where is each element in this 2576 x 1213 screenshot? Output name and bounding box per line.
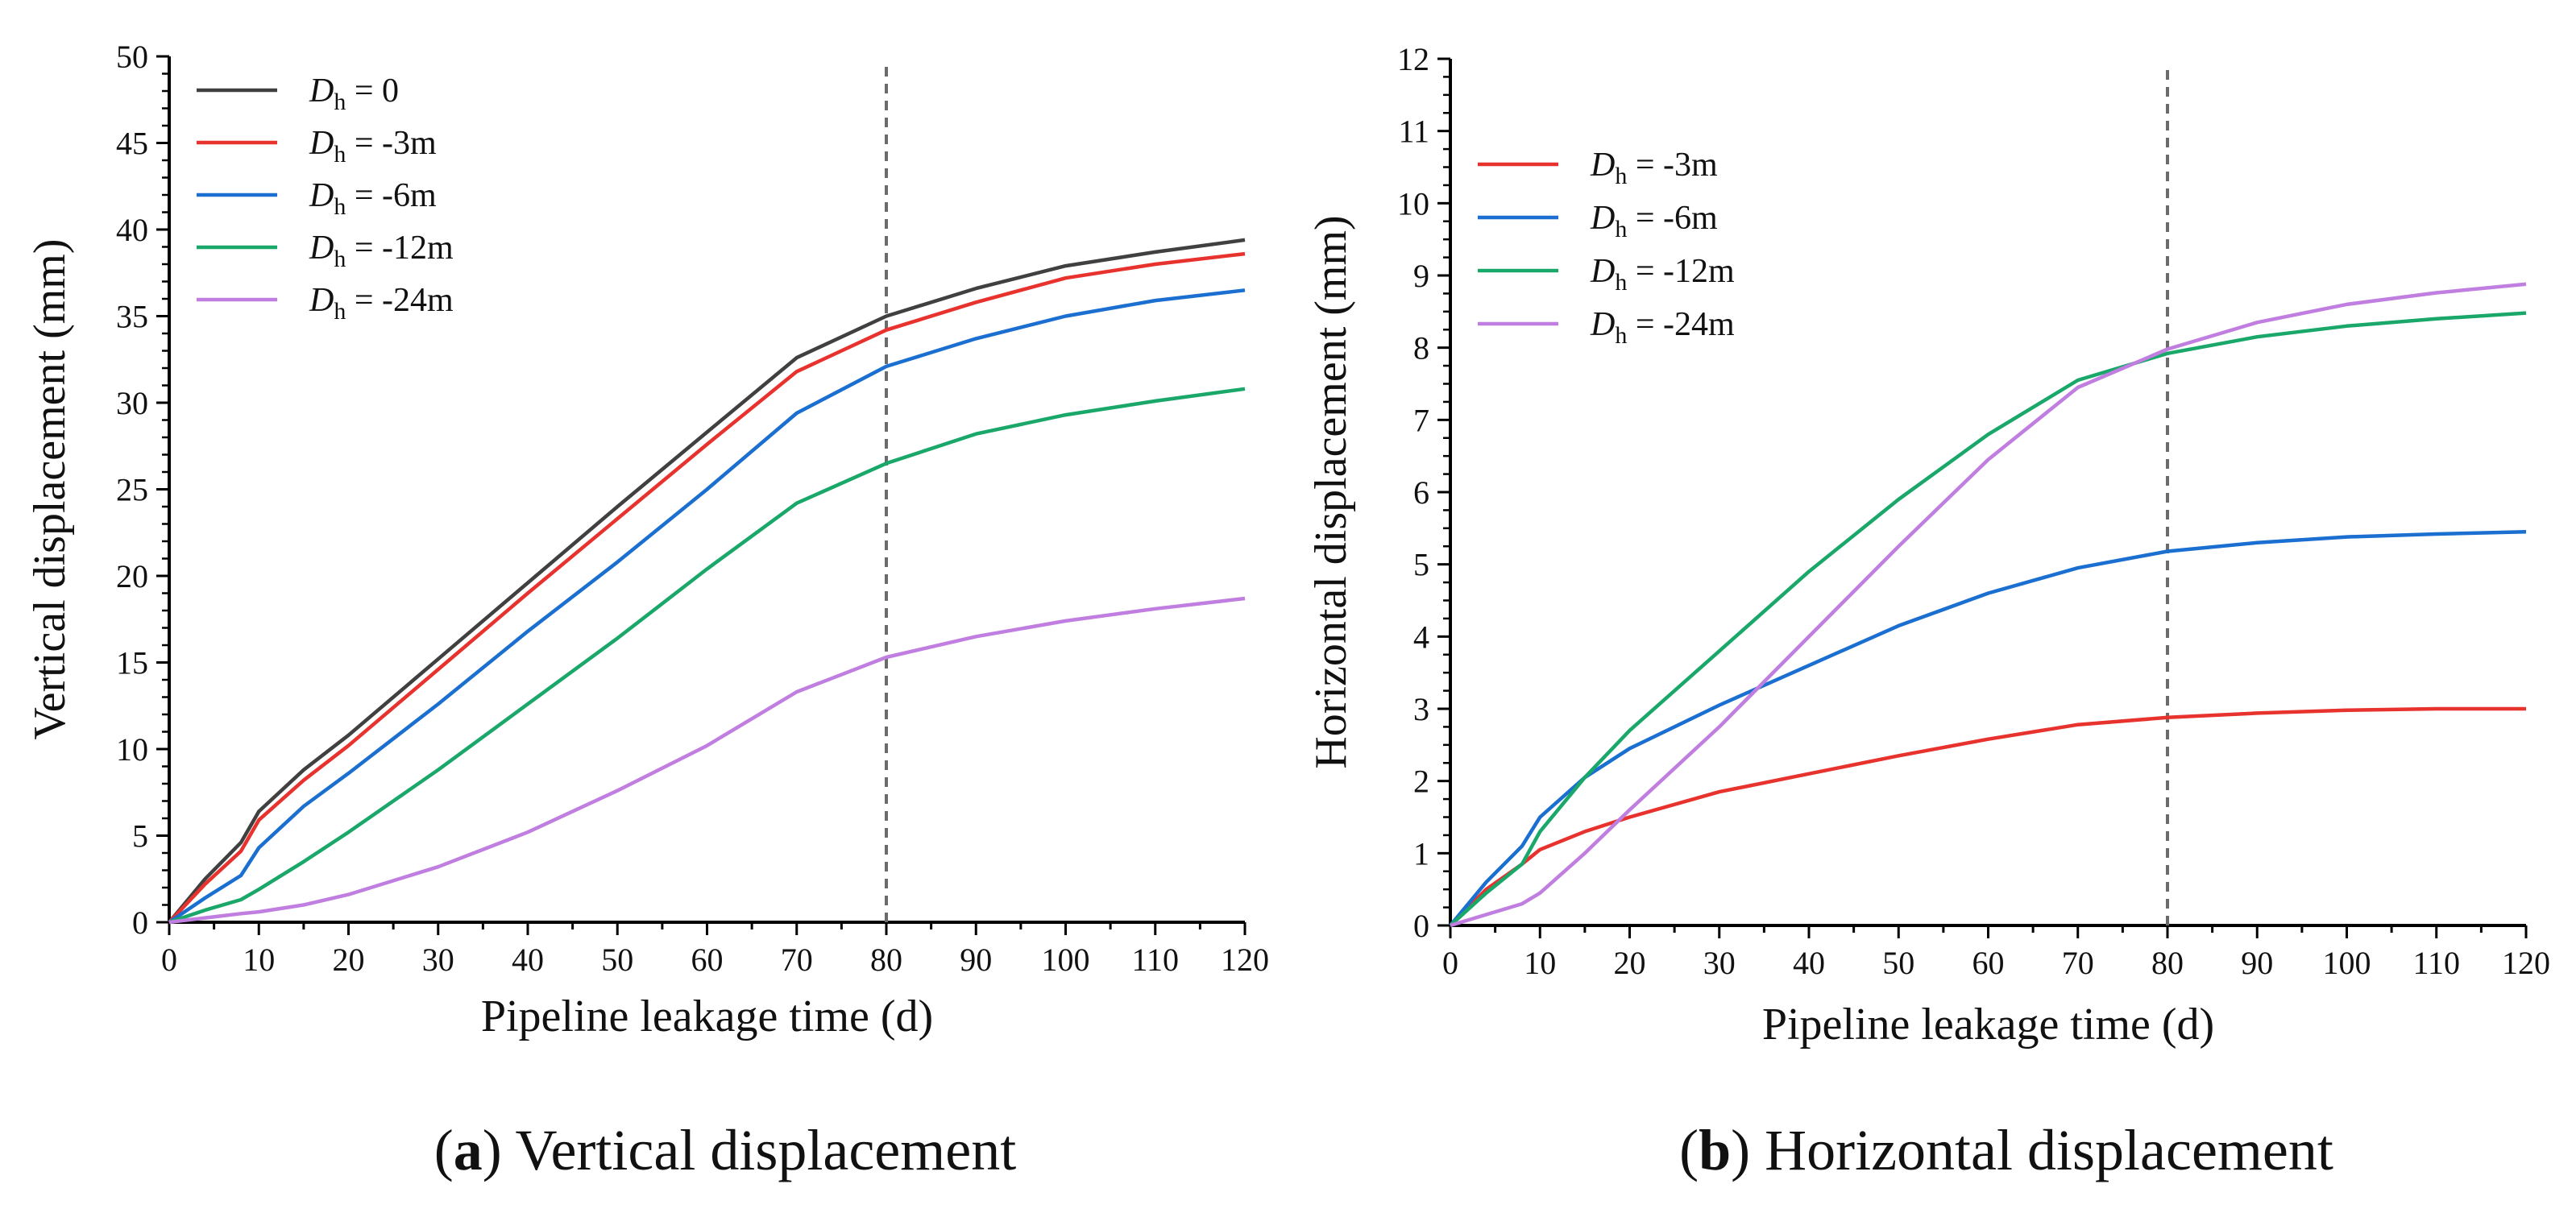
x-tick-label: 100 (2323, 945, 2371, 981)
y-tick-label: 8 (1413, 330, 1429, 366)
x-axis-title: Pipeline leakage time (d) (481, 992, 933, 1041)
x-tick-label: 100 (1042, 942, 1090, 978)
y-tick-label: 4 (1413, 619, 1429, 655)
x-tick-label: 70 (2062, 945, 2094, 981)
x-tick-label: 80 (2151, 945, 2184, 981)
x-tick-label: 80 (870, 942, 902, 978)
y-tick-label: 0 (132, 905, 148, 941)
legend-label: Dh = -24m (1590, 306, 1735, 349)
legend-label: Dh = -24m (309, 282, 454, 325)
x-tick-label: 110 (2412, 945, 2460, 981)
series-line (1449, 530, 2527, 927)
series-line (168, 387, 1246, 925)
x-tick-label: 120 (1221, 942, 1269, 978)
legend-label: Dh = -6m (1590, 200, 1718, 242)
y-tick-label: 25 (116, 472, 148, 508)
x-tick-label: 20 (1614, 945, 1646, 981)
panel-a-vertical-displacement-chart: 0 10 20 30 40 50 60 70 80 90 100 110 120 0 5 10 15 20 25 30… (25, 39, 1269, 1182)
x-axis-title: Pipeline leakage time (d) (1762, 1000, 2214, 1049)
x-tick-label: 40 (1793, 945, 1825, 981)
y-tick-label: 30 (116, 385, 148, 421)
x-tick-label: 90 (960, 942, 992, 978)
x-tick-label: 90 (2241, 945, 2273, 981)
legend-label: Dh = -6m (309, 177, 437, 220)
x-tick-label: 70 (781, 942, 813, 978)
series-line (168, 596, 1246, 925)
y-axis-title: Vertical displacement (mm) (25, 239, 75, 740)
y-tick-label: 45 (116, 126, 148, 162)
x-tick-label: 50 (601, 942, 633, 978)
y-tick-label: 5 (1413, 547, 1429, 583)
x-tick-label: 110 (1131, 942, 1179, 978)
y-tick-label: 15 (116, 645, 148, 681)
y-tick-label: 40 (116, 212, 148, 248)
x-tick-label: 10 (1524, 945, 1556, 981)
y-tick-label: 20 (116, 558, 148, 594)
y-tick-label: 7 (1413, 402, 1429, 438)
legend-label: Dh = -3m (309, 125, 437, 168)
x-tick-label: 0 (161, 942, 177, 978)
y-tick-label: 10 (116, 731, 148, 768)
legend-label: Dh = -12m (309, 230, 454, 272)
y-tick-label: 10 (1397, 185, 1429, 221)
panel-caption: (b) Horizontal displacement (1679, 1118, 2333, 1182)
panel-b-horizontal-displacement-chart: 0 10 20 30 40 50 60 70 80 90 100 110 120012345678910… (1306, 41, 2550, 1182)
y-axis-title: Horizontal displacement (mm) (1306, 215, 1356, 768)
legend-label: Dh = 0 (309, 72, 399, 115)
y-tick-label: 50 (116, 39, 148, 75)
legend-label: Dh = -3m (1590, 147, 1718, 189)
series-line (168, 288, 1246, 924)
y-tick-label: 35 (116, 299, 148, 335)
x-tick-label: 30 (422, 942, 454, 978)
y-tick-label: 6 (1413, 474, 1429, 511)
x-tick-label: 30 (1703, 945, 1736, 981)
x-tick-label: 40 (512, 942, 544, 978)
x-tick-label: 60 (691, 942, 724, 978)
series-line (1449, 706, 2526, 927)
y-tick-label: 0 (1413, 908, 1429, 944)
series-line (1449, 311, 2527, 927)
y-tick-label: 3 (1413, 691, 1429, 727)
y-tick-label: 12 (1397, 41, 1429, 77)
series-line (168, 251, 1246, 924)
x-tick-label: 0 (1442, 945, 1458, 981)
x-tick-label: 50 (1882, 945, 1914, 981)
x-tick-label: 60 (1972, 945, 2005, 981)
x-tick-label: 20 (333, 942, 365, 978)
y-tick-label: 1 (1413, 835, 1429, 871)
y-tick-label: 11 (1398, 114, 1429, 150)
legend-label: Dh = -12m (1590, 253, 1735, 296)
y-tick-label: 2 (1413, 764, 1429, 800)
series-line (168, 238, 1246, 924)
x-tick-label: 120 (2502, 945, 2550, 981)
y-tick-label: 5 (132, 818, 148, 855)
y-tick-label: 9 (1413, 258, 1429, 294)
x-tick-label: 10 (243, 942, 275, 978)
panel-caption: (a) Vertical displacement (434, 1118, 1016, 1182)
series-line (1450, 282, 2527, 928)
